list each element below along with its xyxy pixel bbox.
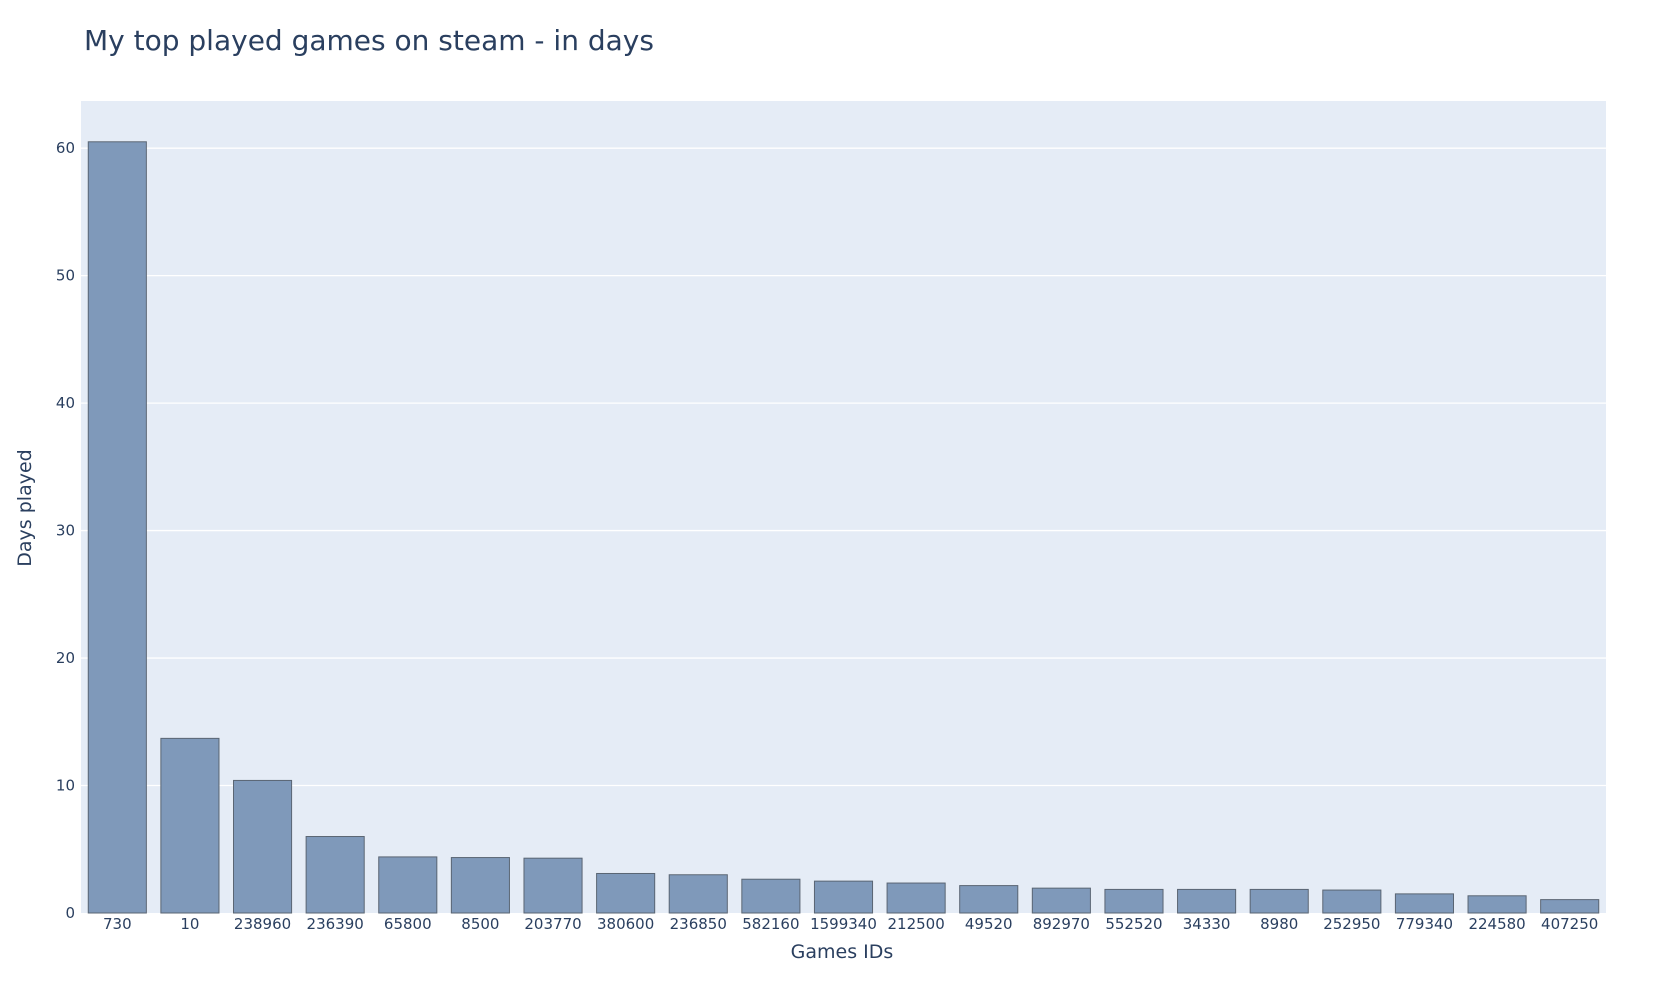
bar-407250[interactable]: [1541, 900, 1599, 913]
y-tick-label: 20: [56, 649, 75, 667]
bar-212500[interactable]: [887, 883, 945, 913]
x-tick-label: 212500: [887, 915, 944, 933]
bar-1599340[interactable]: [814, 881, 872, 913]
x-tick-label: 380600: [597, 915, 654, 933]
bar-49520[interactable]: [960, 886, 1018, 913]
x-tick-label: 236850: [670, 915, 727, 933]
bar-8500[interactable]: [451, 858, 509, 913]
x-tick-label: 8980: [1260, 915, 1298, 933]
y-tick-label: 60: [56, 139, 75, 157]
bar-8980[interactable]: [1250, 889, 1308, 913]
y-tick-label: 30: [56, 522, 75, 540]
x-tick-label: 252950: [1323, 915, 1380, 933]
bar-238960[interactable]: [234, 780, 292, 913]
x-tick-label: 1599340: [810, 915, 877, 933]
y-tick-label: 40: [56, 394, 75, 412]
y-axis-title: Days played: [14, 449, 36, 566]
bar-224580[interactable]: [1468, 896, 1526, 913]
x-tick-label: 49520: [965, 915, 1013, 933]
bar-730[interactable]: [88, 142, 146, 913]
bar-380600[interactable]: [597, 873, 655, 913]
bar-236850[interactable]: [669, 875, 727, 913]
x-tick-label: 779340: [1396, 915, 1453, 933]
x-tick-label: 203770: [524, 915, 581, 933]
bar-203770[interactable]: [524, 858, 582, 913]
chart-title: My top played games on steam - in days: [84, 24, 654, 57]
bar-65800[interactable]: [379, 857, 437, 913]
x-tick-label: 407250: [1541, 915, 1598, 933]
y-tick-label: 50: [56, 267, 75, 285]
x-tick-label: 34330: [1183, 915, 1231, 933]
x-tick-label: 224580: [1468, 915, 1525, 933]
bar-892970[interactable]: [1032, 888, 1090, 913]
bar-236390[interactable]: [306, 837, 364, 913]
x-tick-label: 236390: [307, 915, 364, 933]
x-tick-label: 730: [103, 915, 132, 933]
y-tick-label: 0: [65, 904, 75, 922]
bar-582160[interactable]: [742, 879, 800, 913]
x-axis-ticks: 730 10 238960 236390 65800 8500 203770 380600 23…: [103, 915, 1598, 933]
x-tick-label: 892970: [1033, 915, 1090, 933]
bar-779340[interactable]: [1395, 894, 1453, 913]
bar-34330[interactable]: [1178, 889, 1236, 913]
y-tick-label: 10: [56, 777, 75, 795]
x-tick-label: 65800: [384, 915, 432, 933]
bar-552520[interactable]: [1105, 889, 1163, 913]
x-tick-label: 10: [180, 915, 199, 933]
x-tick-label: 582160: [742, 915, 799, 933]
x-tick-label: 8500: [461, 915, 499, 933]
x-tick-label: 552520: [1105, 915, 1162, 933]
bar-252950[interactable]: [1323, 890, 1381, 913]
y-axis-ticks: 0 10 20 30 40 50 60: [56, 139, 75, 922]
plot-area: [81, 101, 1606, 913]
x-axis-title: Games IDs: [791, 941, 894, 963]
bar-10[interactable]: [161, 738, 219, 913]
x-tick-label: 238960: [234, 915, 291, 933]
